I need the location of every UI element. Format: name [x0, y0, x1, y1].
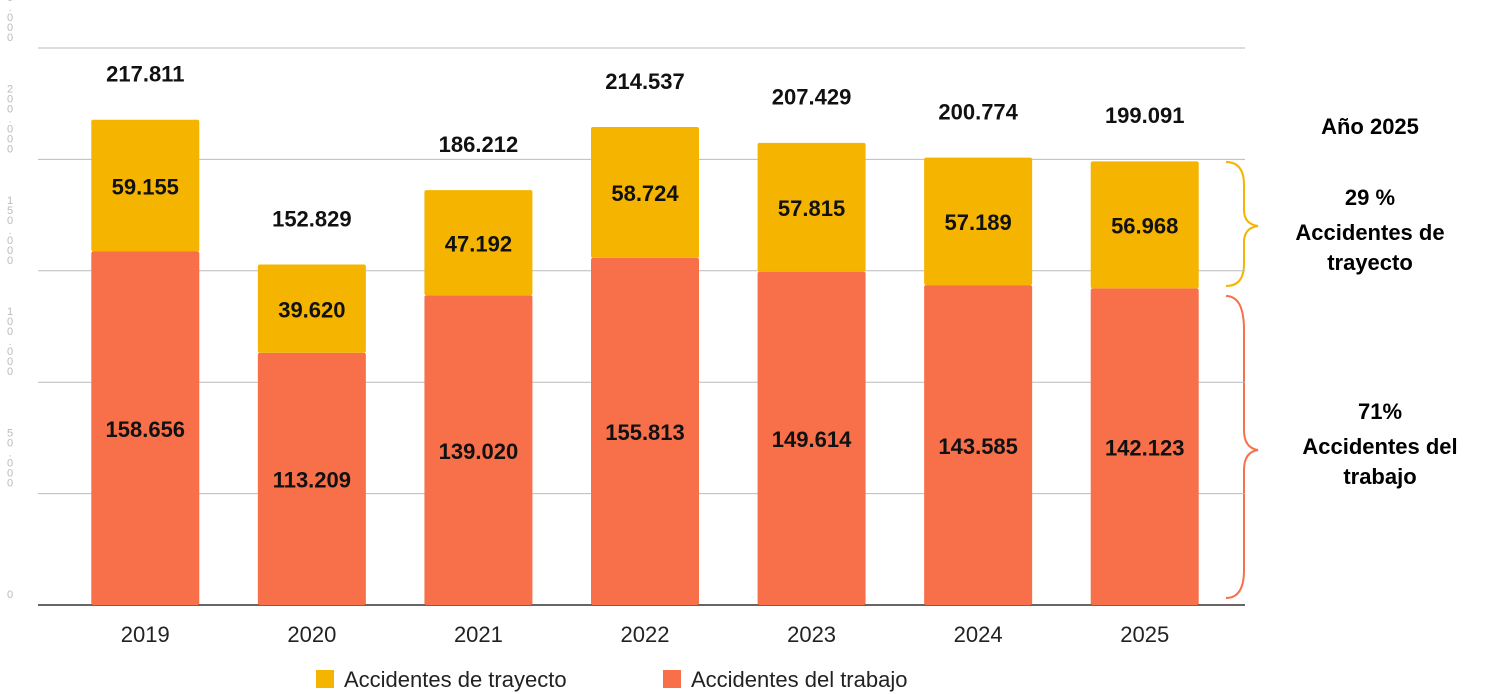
legend-swatch — [316, 670, 334, 688]
y-tick-label: 100.000 — [4, 306, 16, 376]
legend-swatch — [663, 670, 681, 688]
y-tick-label: 50.000 — [4, 428, 16, 488]
data-label: 158.656 — [106, 417, 186, 442]
data-label: 139.020 — [439, 439, 519, 464]
bar-segment — [924, 285, 1033, 605]
bar-segment — [591, 257, 699, 605]
brace-trayecto — [1225, 161, 1259, 287]
data-label: 143.585 — [938, 434, 1018, 459]
bar-segment — [591, 127, 699, 258]
total-label: 199.091 — [1105, 103, 1185, 128]
data-label: 56.968 — [1111, 214, 1178, 239]
x-tick-label: 2019 — [121, 622, 170, 647]
legend-label: Accidentes del trabajo — [691, 667, 907, 692]
data-label: 58.724 — [611, 181, 679, 206]
bar-segment — [424, 295, 533, 605]
annotation-year: Año 2025 — [1321, 114, 1419, 139]
total-label: 186.212 — [439, 132, 519, 157]
bar-segment — [757, 142, 866, 272]
total-label: 217.811 — [106, 62, 184, 87]
data-label: 113.209 — [273, 468, 351, 493]
data-label: 142.123 — [1105, 435, 1185, 460]
bar-segment — [91, 119, 200, 252]
bar-segment — [257, 352, 366, 605]
total-label: 207.429 — [772, 85, 852, 110]
bar-segment — [1090, 161, 1199, 289]
bar-segment — [757, 271, 866, 605]
data-label: 57.189 — [944, 210, 1011, 235]
total-label: 152.829 — [272, 206, 352, 231]
annotation-pct: 29 % — [1344, 185, 1396, 210]
total-label: 214.537 — [605, 69, 685, 94]
bar-segment — [257, 264, 366, 353]
x-tick-label: 2020 — [287, 622, 336, 647]
legend-label: Accidentes de trayecto — [344, 667, 567, 692]
bar-segment — [91, 251, 200, 605]
data-label: 47.192 — [445, 232, 512, 257]
x-tick-label: 2022 — [621, 622, 670, 647]
data-label: 155.813 — [605, 420, 685, 445]
data-label: 59.155 — [112, 174, 179, 199]
data-label: 39.620 — [278, 297, 345, 322]
total-label: 200.774 — [938, 99, 1018, 124]
y-tick-label: 250.000 — [4, 0, 16, 42]
x-tick-label: 2023 — [787, 622, 836, 647]
brace-trabajo — [1225, 295, 1259, 599]
bar-segment — [424, 190, 533, 296]
data-label: 149.614 — [772, 427, 852, 452]
y-tick-label: 150.000 — [4, 195, 16, 265]
annotation-label: Accidentes de trayecto — [1295, 220, 1445, 275]
y-tick-label: 0 — [4, 589, 16, 599]
annotation-pct: 71% — [1357, 399, 1403, 424]
bar-segment — [924, 157, 1033, 286]
y-tick-label: 200.000 — [4, 83, 16, 153]
x-tick-label: 2025 — [1120, 622, 1169, 647]
data-label: 57.815 — [778, 196, 845, 221]
x-tick-label: 2021 — [454, 622, 503, 647]
bar-segment — [1090, 288, 1199, 605]
x-tick-label: 2024 — [954, 622, 1003, 647]
annotation-label: Accidentes del trabajo — [1302, 434, 1458, 489]
